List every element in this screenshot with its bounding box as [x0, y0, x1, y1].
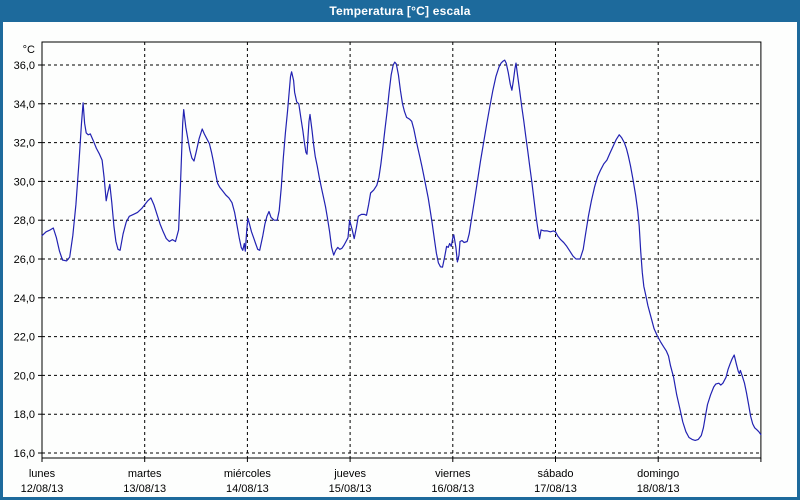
- title-bar: Temperatura [°C] escala: [0, 0, 800, 22]
- x-axis-day-label: jueves: [333, 468, 366, 480]
- x-axis-date-label: 13/08/13: [123, 483, 166, 495]
- x-axis-day-label: martes: [128, 468, 162, 480]
- y-axis-label: 32,0: [14, 138, 35, 150]
- y-axis-label: 34,0: [14, 99, 35, 111]
- y-axis-label: 22,0: [14, 332, 35, 344]
- y-axis-label: 20,0: [14, 370, 35, 382]
- x-axis-date-label: 17/08/13: [534, 483, 577, 495]
- y-axis-label: 24,0: [14, 293, 35, 305]
- y-axis-label: 28,0: [14, 215, 35, 227]
- x-axis-day-label: sábado: [537, 468, 573, 480]
- y-axis-unit-label: °C: [23, 44, 35, 56]
- temperature-line: [41, 59, 762, 441]
- chart-title: Temperatura [°C] escala: [329, 4, 471, 18]
- y-axis-label: 26,0: [14, 254, 35, 266]
- chart-area: 36,0 34,0 32,0 30,0 28,0 26,0 24,0 22,0 20,0 18,0…: [3, 22, 797, 497]
- x-axis-day-label: viernes: [435, 468, 471, 480]
- x-axis-date-label: 16/08/13: [431, 483, 474, 495]
- x-axis-date-label: 14/08/13: [226, 483, 269, 495]
- y-axis-label: 30,0: [14, 176, 35, 188]
- y-axis-label: 18,0: [14, 409, 35, 421]
- y-axis-label: 16,0: [14, 448, 35, 460]
- x-axis-day-label: lunes: [29, 468, 56, 480]
- x-axis-date-label: 12/08/13: [21, 483, 64, 495]
- temperature-chart: 36,0 34,0 32,0 30,0 28,0 26,0 24,0 22,0 20,0 18,0…: [14, 41, 762, 495]
- x-axis-date-label: 18/08/13: [637, 483, 680, 495]
- x-axis-day-label: miércoles: [224, 468, 272, 480]
- x-axis-day-label: domingo: [637, 468, 679, 480]
- y-axis-label: 36,0: [14, 60, 35, 72]
- plot-border: [41, 41, 762, 459]
- x-axis-date-label: 15/08/13: [329, 483, 372, 495]
